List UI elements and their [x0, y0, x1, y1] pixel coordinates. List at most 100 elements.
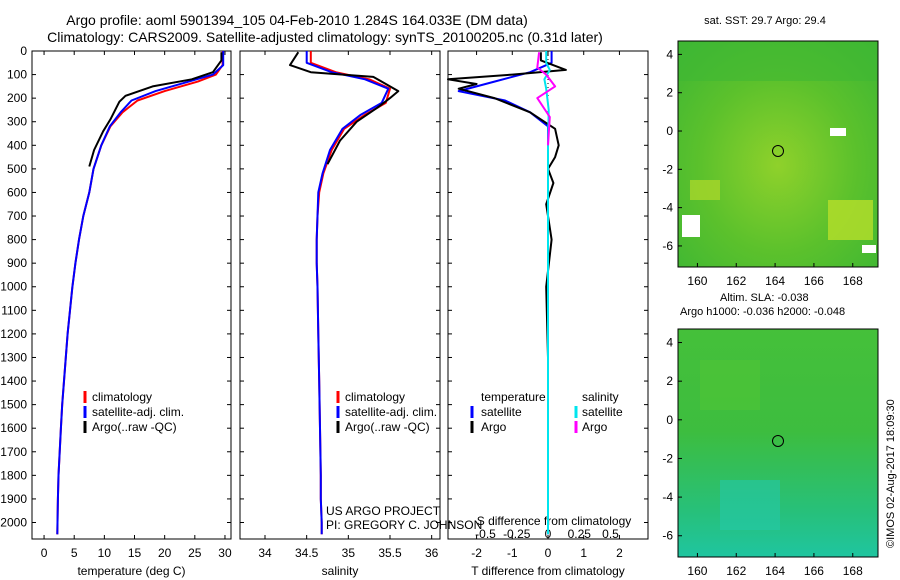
- x-tick-label: 20: [158, 546, 172, 560]
- x-tick-label: 30: [218, 546, 232, 560]
- map-x-tick-label: 160: [687, 564, 707, 578]
- sst-map-warm-patch-2: [828, 200, 873, 240]
- top-tick-label: 0.5: [602, 527, 619, 541]
- map-y-tick-label: 2: [666, 374, 673, 388]
- legend-argo-label-2: Argo(..raw -QC): [345, 420, 430, 434]
- x-tick-label: 35: [342, 546, 356, 560]
- map-y-tick-label: -2: [662, 162, 673, 176]
- series-line-satellite-adj-clim-: [305, 51, 390, 535]
- map-x-tick-label: 164: [765, 274, 785, 288]
- legend-clim-label-2: climatology: [345, 390, 405, 404]
- depth-tick-label: 1100: [1, 303, 27, 317]
- diff-legend-tsat-label: satellite: [481, 405, 522, 419]
- map-x-tick-label: 168: [843, 564, 863, 578]
- argo-position-marker-1: [772, 145, 784, 157]
- map-y-tick-label: -2: [662, 451, 673, 465]
- x-axis-label: T difference from climatology: [471, 564, 625, 578]
- temperature-plot: 0 5 10 15 20 25 30 temperature (deg C): [41, 51, 232, 578]
- map-y-tick-label: 0: [666, 124, 673, 138]
- map-x-tick-label: 168: [843, 274, 863, 288]
- legend-argo-label: Argo(..raw -QC): [92, 420, 177, 434]
- diff-legend-ssat-label: satellite: [582, 405, 623, 419]
- depth-tick-label: 1400: [0, 374, 27, 388]
- depth-tick-label: 1700: [0, 445, 27, 459]
- depth-tick-label: 500: [7, 162, 27, 176]
- diff-legend-sargo-label: Argo: [582, 420, 608, 434]
- map2-title-line1: Altim. SLA: -0.038: [720, 292, 809, 304]
- depth-tick-label: 300: [7, 115, 27, 129]
- top-tick-label: 0.25: [568, 527, 592, 541]
- depth-tick-label: 600: [7, 185, 27, 199]
- map-x-tick-label: 164: [765, 564, 785, 578]
- x-tick-label: 34: [258, 546, 272, 560]
- temperature-legend: climatology satellite-adj. clim. Argo(..…: [83, 390, 184, 434]
- sst-map-warm-patch: [690, 180, 720, 200]
- argo-position-marker-2: [772, 435, 784, 447]
- difference-legend: temperature salinity satellite Argo sate…: [470, 390, 623, 434]
- map1-title: sat. SST: 29.7 Argo: 29.4: [704, 15, 826, 27]
- map2-title-line2: Argo h1000: -0.036 h2000: -0.048: [680, 306, 845, 318]
- depth-tick-label: 1000: [0, 280, 27, 294]
- sla-map-high-patch: [700, 360, 760, 410]
- x-tick-label: 1: [580, 546, 587, 560]
- salinity-plot: 34 34.5 35 35.5 36 salinity: [258, 51, 439, 578]
- x-tick-label: 5: [71, 546, 78, 560]
- depth-axis: 0 100 200 300 400 500 600 700 800 900 1000 1100 1200…: [0, 44, 648, 529]
- temperature-panel-frame: [31, 50, 232, 540]
- map-x-tick-label: 166: [804, 564, 824, 578]
- depth-tick-label: 1600: [0, 421, 27, 435]
- series-line-satellite-adj-clim-: [56, 51, 225, 535]
- top-tick-label: -0.5: [475, 527, 496, 541]
- series-line-temperature-satellite: [457, 51, 553, 535]
- depth-tick-label: 2000: [0, 515, 27, 529]
- sst-map: [677, 40, 879, 268]
- x-tick-label: 15: [128, 546, 142, 560]
- sst-map-cloud-gap-2: [682, 215, 700, 237]
- sla-map-low-patch: [720, 480, 780, 530]
- depth-tick-label: 900: [7, 256, 27, 270]
- map-y-tick-label: -4: [662, 490, 673, 504]
- depth-tick-label: 1300: [0, 350, 27, 364]
- depth-tick-label: 400: [7, 138, 27, 152]
- map-y-tick-label: -6: [662, 529, 673, 543]
- map-y-tick-label: -6: [662, 239, 673, 253]
- sla-map-axes: 4 2 0 -2 -4 -6 160 162 164 166 168: [662, 336, 863, 578]
- diff-legend-sal-head: salinity: [582, 390, 619, 404]
- figure-title-line1: Argo profile: aoml 5901394_105 04-Feb-20…: [66, 12, 528, 28]
- depth-tick-label: 1200: [0, 327, 27, 341]
- x-tick-label: 34.5: [295, 546, 319, 560]
- imos-credit: ©IMOS 02-Aug-2017 18:09:30: [885, 399, 897, 548]
- x-tick-label: 0: [41, 546, 48, 560]
- series-line-argo-raw-qc-: [88, 52, 223, 167]
- x-tick-label: 25: [188, 546, 202, 560]
- x-tick-label: -2: [471, 546, 482, 560]
- x-tick-label: 35.5: [378, 546, 402, 560]
- difference-plot: -2 -1 0 1 2 T difference from climatology S di…: [447, 51, 631, 578]
- project-line1: US ARGO PROJECT: [326, 504, 441, 518]
- map-y-tick-label: 4: [666, 47, 673, 61]
- legend-sat-label: satellite-adj. clim.: [92, 405, 184, 419]
- sla-map-frame: [677, 328, 879, 558]
- map-x-tick-label: 160: [687, 274, 707, 288]
- map-x-tick-label: 166: [804, 274, 824, 288]
- salinity-panel-frame: [239, 50, 441, 540]
- diff-legend-temp-head: temperature: [481, 390, 546, 404]
- map-y-tick-label: 4: [666, 336, 673, 350]
- depth-tick-label: 700: [7, 209, 27, 223]
- legend-clim-label: climatology: [92, 390, 152, 404]
- map-x-tick-label: 162: [726, 564, 746, 578]
- depth-tick-label: 0: [20, 44, 27, 58]
- figure-title-line2: Climatology: CARS2009. Satellite-adjuste…: [47, 29, 603, 45]
- sst-map-north-band: [678, 41, 878, 81]
- depth-tick-label: 1800: [0, 468, 27, 482]
- top-tick-label: -0.25: [503, 527, 531, 541]
- x-axis-label: salinity: [322, 564, 359, 578]
- x-tick-label: 10: [98, 546, 112, 560]
- x-axis-label: temperature (deg C): [77, 564, 185, 578]
- map-y-tick-label: 2: [666, 86, 673, 100]
- map-x-tick-label: 162: [726, 274, 746, 288]
- sst-map-axes: 4 2 0 -2 -4 -6 160 162 164 166 168: [662, 47, 863, 288]
- salinity-legend: climatology satellite-adj. clim. Argo(..…: [336, 390, 437, 434]
- diff-legend-targo-label: Argo: [481, 420, 507, 434]
